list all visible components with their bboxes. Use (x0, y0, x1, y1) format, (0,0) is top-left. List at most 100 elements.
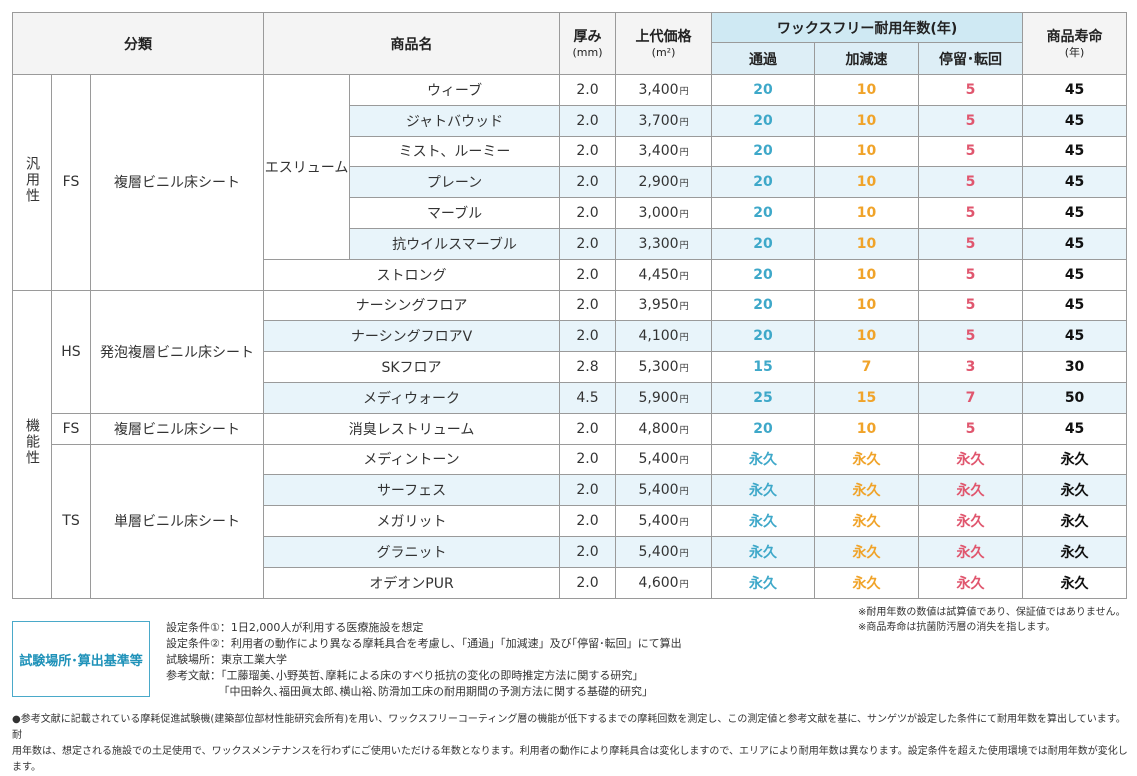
thickness-value: 2.0 (559, 535, 617, 568)
wax-pass-value: 永久 (711, 474, 816, 507)
wax-stop-value: 7 (918, 381, 1024, 414)
table-row: サーフェス 2.0 5,400円 永久 永久 永久 永久 (13, 474, 1128, 507)
life-value: 45 (1022, 135, 1128, 168)
wax-stop-value: 5 (918, 227, 1024, 260)
wax-stop-value: 5 (918, 197, 1024, 229)
type-fs: 複層ビニル床シート (89, 74, 265, 291)
life-value: 永久 (1022, 566, 1128, 599)
price-value: 2,900円 (615, 166, 713, 199)
product-name: ミスト、ルーミー (349, 135, 561, 168)
price-value: 5,400円 (615, 443, 713, 476)
product-name: SKフロア (263, 351, 561, 383)
price-value: 3,950円 (615, 289, 713, 322)
table-row: プレーン 2.0 2,900円 20 10 5 45 (13, 166, 1128, 199)
code-fs: FS (51, 74, 91, 291)
price-value: 5,400円 (615, 474, 713, 507)
life-value: 45 (1022, 166, 1128, 199)
wax-pass-value: 永久 (711, 505, 816, 537)
life-value: 45 (1022, 74, 1128, 106)
product-name: メガリット (263, 505, 561, 537)
thickness-value: 4.5 (559, 381, 617, 414)
product-name: メディントーン (263, 443, 561, 476)
price-value: 5,400円 (615, 505, 713, 537)
thickness-value: 2.0 (559, 566, 617, 599)
product-name: ウィーブ (349, 74, 561, 106)
wax-pass-value: 20 (711, 227, 816, 260)
wax-accel-value: 10 (814, 74, 920, 106)
condition-2: 設定条件②：利用者の動作により異なる摩耗具合を考慮し､「通過」｢加減速」及び｢停… (166, 637, 682, 650)
wax-stop-value: 永久 (918, 566, 1024, 599)
yen-unit: 円 (679, 148, 689, 159)
product-name: プレーン (349, 166, 561, 199)
header-product-name: 商品名 (263, 12, 561, 75)
yen-unit: 円 (679, 271, 689, 282)
price-value: 4,600円 (615, 566, 713, 599)
wax-pass-value: 20 (711, 412, 816, 445)
wax-accel-value: 永久 (814, 474, 920, 507)
wax-stop-value: 3 (918, 351, 1024, 383)
wax-accel-value: 10 (814, 104, 920, 137)
wax-accel-value: 10 (814, 412, 920, 445)
type-fs-2: 複層ビニル床シート (89, 412, 265, 445)
reference-2: ｢中田幹久､福田眞太郎､横山裕､防滑加工床の耐用期間の予測方法に関する基礎的研究… (224, 685, 653, 698)
thickness-value: 2.0 (559, 443, 617, 476)
wax-stop-value: 永久 (918, 535, 1024, 568)
life-value: 45 (1022, 197, 1128, 229)
price-value: 3,700円 (615, 104, 713, 137)
header-life: 商品寿命 (年) (1022, 12, 1128, 75)
price-value: 4,450円 (615, 258, 713, 291)
header-wax-free: ワックスフリー耐用年数(年) (711, 12, 1024, 43)
wax-accel-value: 永久 (814, 505, 920, 537)
note-life: ※商品寿命は抗菌防汚層の消失を指します。 (858, 622, 1056, 633)
price-value: 3,000円 (615, 197, 713, 229)
wax-accel-value: 10 (814, 227, 920, 260)
life-value: 45 (1022, 289, 1128, 322)
wax-accel-value: 10 (814, 135, 920, 168)
thickness-value: 2.0 (559, 258, 617, 291)
product-name: ストロング (263, 258, 561, 291)
life-value: 永久 (1022, 535, 1128, 568)
wax-accel-value: 10 (814, 166, 920, 199)
type-ts: 単層ビニル床シート (89, 443, 265, 599)
footer-line-2: 用年数は、想定される施設での土足使用で、ワックスメンテナンスを行わずにご使用いた… (12, 746, 1128, 773)
wax-pass-value: 永久 (711, 566, 816, 599)
thickness-value: 2.0 (559, 289, 617, 322)
wax-pass-value: 15 (711, 351, 816, 383)
table-row: 機能性 HS 発泡複層ビニル床シート ナーシングフロア 2.0 3,950円 20 10 5 45 (12, 289, 1128, 599)
wax-stop-value: 永久 (918, 505, 1024, 537)
table-row: SKフロア 2.8 5,300円 15 7 3 30 (13, 351, 1128, 383)
condition-1: 設定条件①：1日2,000人が利用する医療施設を想定 (166, 621, 424, 634)
table-row: オデオンPUR 2.0 4,600円 永久 永久 永久 永久 (13, 566, 1128, 599)
thickness-value: 2.0 (559, 474, 617, 507)
yen-unit: 円 (679, 117, 689, 128)
wax-pass-value: 20 (711, 289, 816, 322)
reference-1: 参考文献：｢工藤瑠美､小野英哲､摩耗による床のすべり抵抗の変化の即時推定方法に関… (166, 669, 644, 682)
wax-stop-value: 5 (918, 166, 1024, 199)
header-stop: 停留･転回 (918, 42, 1024, 75)
wax-pass-value: 20 (711, 166, 816, 199)
thickness-value: 2.0 (559, 505, 617, 537)
yen-unit: 円 (679, 425, 689, 436)
thickness-value: 2.0 (559, 135, 617, 168)
life-value: 45 (1022, 104, 1128, 137)
wax-pass-value: 永久 (711, 443, 816, 476)
header-category: 分類 (11, 12, 265, 75)
table-row: 抗ウイルスマーブル 2.0 3,300円 20 10 5 45 (13, 227, 1128, 260)
wax-accel-value: 7 (814, 351, 920, 383)
life-value: 永久 (1022, 474, 1128, 507)
conditions-notes: 設定条件①：1日2,000人が利用する医療施設を想定 設定条件②：利用者の動作に… (166, 620, 682, 700)
thickness-value: 2.0 (559, 104, 617, 137)
table-row: 汎用性 FS 複層ビニル床シート エスリューム ウィーブ 2.0 3,400円 20 10 5 45 (12, 74, 1128, 291)
product-name: 消臭レストリューム (263, 412, 561, 445)
wax-stop-value: 5 (918, 320, 1024, 353)
spec-table: 分類 商品名 厚み (mm) 上代価格 (m²) ワックスフリー耐用年数(年) 商品… (11, 12, 1128, 599)
wax-accel-value: 永久 (814, 566, 920, 599)
wax-pass-value: 25 (711, 381, 816, 414)
price-value: 4,800円 (615, 412, 713, 445)
group-general: 汎用性 (12, 74, 52, 291)
thickness-value: 2.0 (559, 197, 617, 229)
header-thickness: 厚み (mm) (559, 12, 617, 75)
wax-pass-value: 20 (711, 320, 816, 353)
yen-unit: 円 (679, 240, 689, 251)
wax-accel-value: 永久 (814, 535, 920, 568)
